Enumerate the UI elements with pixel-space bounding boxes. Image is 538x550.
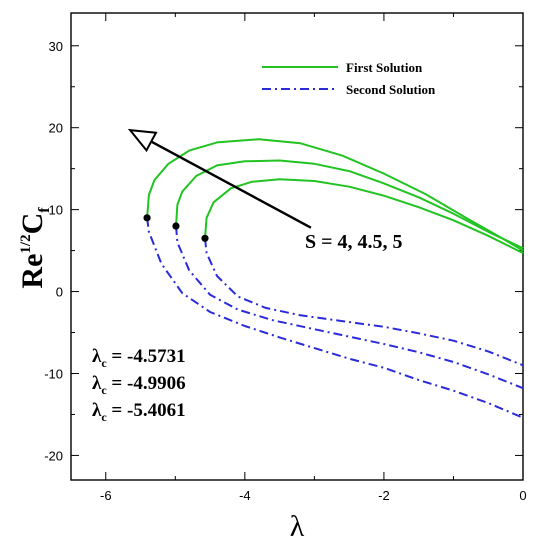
legend: First Solution Second Solution — [262, 60, 436, 97]
parameter-arrow — [127, 128, 312, 229]
y-tick-label: 10 — [49, 203, 63, 218]
critical-value-1: λc = -4.5731 — [92, 346, 186, 370]
y-tick-label: 30 — [49, 39, 63, 54]
series-line-second-4 — [175, 225, 524, 390]
legend-label-second-solution: Second Solution — [346, 82, 436, 97]
series-line-second-3 — [146, 217, 524, 419]
axis-ticks — [71, 13, 524, 480]
series-line-first-1 — [175, 159, 524, 250]
arrow-shaft — [150, 140, 312, 229]
arrow-label: S = 4, 4.5, 5 — [305, 231, 403, 253]
critical-points — [143, 214, 209, 242]
x-axis-label: λ — [290, 510, 305, 543]
critical-point — [201, 234, 209, 242]
critical-value-3: λc = -5.4061 — [92, 400, 186, 424]
series-line-second-5 — [204, 238, 524, 367]
y-tick-label: 20 — [49, 121, 63, 136]
series-layer — [146, 138, 524, 419]
arrow-head — [127, 128, 158, 153]
x-tick-labels: -6 -4 -2 0 — [100, 488, 527, 503]
y-axis-label: Re1/2Cf — [16, 207, 53, 289]
series-line-first-2 — [204, 178, 524, 254]
critical-value-2: λc = -4.9906 — [92, 373, 186, 397]
x-tick-label: -2 — [378, 488, 390, 503]
critical-values: λc = -4.5731 λc = -4.9906 λc = -5.4061 — [92, 346, 186, 424]
x-tick-label: -6 — [100, 488, 112, 503]
x-tick-label: 0 — [519, 488, 526, 503]
y-tick-label: -10 — [44, 366, 63, 381]
critical-point — [172, 222, 180, 230]
y-tick-label: 0 — [56, 285, 63, 300]
legend-label-first-solution: First Solution — [346, 60, 423, 75]
x-tick-label: -4 — [239, 488, 251, 503]
y-tick-label: -20 — [44, 448, 63, 463]
y-tick-labels: -20 -10 0 10 20 30 — [44, 39, 63, 464]
critical-point — [143, 214, 151, 222]
plot-frame — [70, 12, 524, 481]
series-line-first-0 — [146, 138, 524, 252]
